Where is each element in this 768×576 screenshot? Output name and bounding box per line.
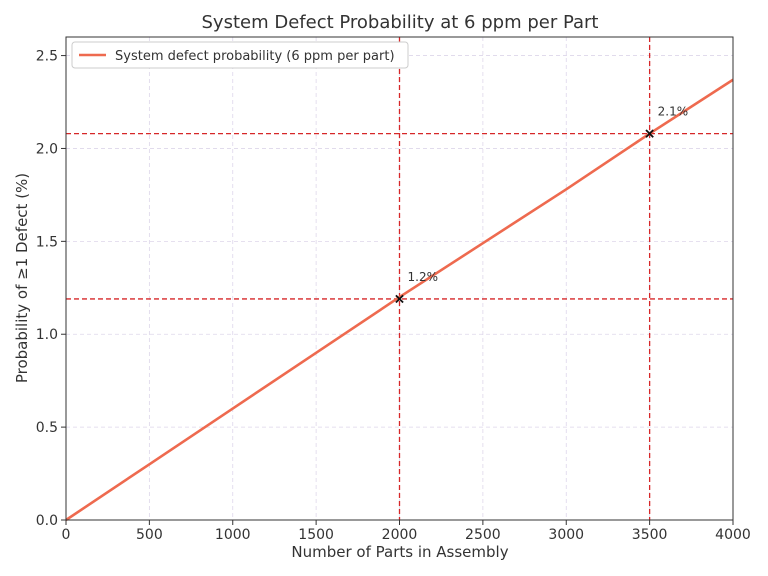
marker-point [645,129,654,138]
series-line [65,78,734,522]
x-tick-label: 500 [136,527,163,543]
marker-x-stroke [645,129,654,138]
reference-lines [66,37,733,520]
x-tick-label: 1500 [298,527,334,543]
marker-label: 1.2% [408,270,439,284]
y-tick-label: 1.0 [36,327,58,343]
x-tick-label: 4000 [715,527,751,543]
x-tick-label: 2500 [465,527,501,543]
marker-point [395,294,404,304]
legend-label: System defect probability (6 ppm per par… [115,49,395,64]
y-tick-label: 1.5 [36,234,58,250]
x-tick-label: 0 [62,527,71,543]
y-tick-label: 0.5 [36,420,58,436]
chart-title: System Defect Probability at 6 ppm per P… [202,12,599,33]
tick-labels: 0 500 1000 1500 2000 2500 3000 3500 4000 0.0 0.5 1.… [36,49,751,543]
x-tick-label: 3000 [548,527,584,543]
marker-x-stroke [395,294,404,304]
y-axis-label: Probability of ≥1 Defect (%) [13,173,31,383]
series-layer [65,78,734,522]
axes [61,36,734,525]
marker-label: 2.1% [658,105,689,119]
y-tick-label: 0.0 [36,513,58,529]
x-axis-label: Number of Parts in Assembly [291,543,508,561]
x-tick-label: 2000 [382,527,418,543]
legend-box [71,41,409,69]
legend: System defect probability (6 ppm per par… [71,41,409,69]
marker-layer: 1.2% 2.1% [395,105,689,304]
y-tick-label: 2.5 [36,49,58,65]
x-tick-label: 3500 [632,527,668,543]
y-tick-label: 2.0 [36,141,58,157]
x-tick-label: 1000 [215,527,251,543]
